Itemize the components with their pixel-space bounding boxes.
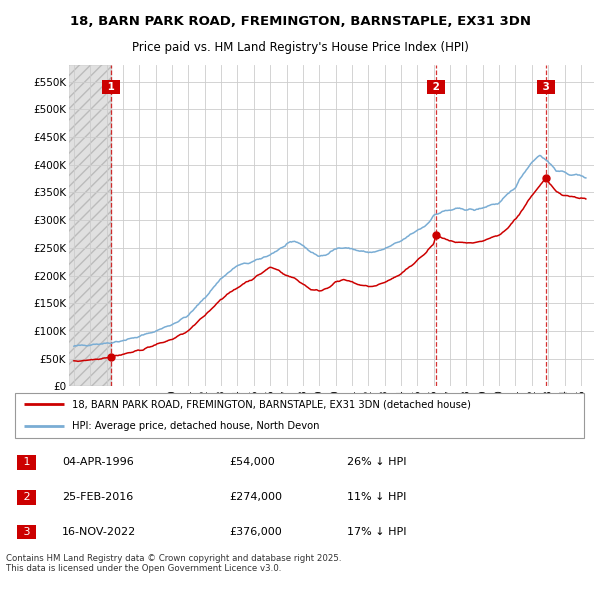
- Text: 26% ↓ HPI: 26% ↓ HPI: [347, 457, 407, 467]
- Text: 1: 1: [104, 82, 118, 92]
- Text: 1: 1: [20, 457, 34, 467]
- Text: 18, BARN PARK ROAD, FREMINGTON, BARNSTAPLE, EX31 3DN (detached house): 18, BARN PARK ROAD, FREMINGTON, BARNSTAP…: [73, 399, 472, 409]
- Text: 25-FEB-2016: 25-FEB-2016: [62, 492, 133, 502]
- Bar: [69, 65, 111, 386]
- Text: 3: 3: [539, 82, 553, 92]
- Text: 11% ↓ HPI: 11% ↓ HPI: [347, 492, 406, 502]
- Text: Price paid vs. HM Land Registry's House Price Index (HPI): Price paid vs. HM Land Registry's House …: [131, 41, 469, 54]
- Text: 3: 3: [20, 527, 34, 537]
- FancyBboxPatch shape: [15, 393, 584, 438]
- Text: 2: 2: [20, 492, 34, 502]
- Text: 2: 2: [429, 82, 443, 92]
- Text: Contains HM Land Registry data © Crown copyright and database right 2025.
This d: Contains HM Land Registry data © Crown c…: [6, 553, 341, 573]
- Text: £54,000: £54,000: [229, 457, 275, 467]
- Text: HPI: Average price, detached house, North Devon: HPI: Average price, detached house, Nort…: [73, 421, 320, 431]
- Text: 16-NOV-2022: 16-NOV-2022: [62, 527, 136, 537]
- Text: £376,000: £376,000: [229, 527, 282, 537]
- Text: 04-APR-1996: 04-APR-1996: [62, 457, 134, 467]
- Bar: [69, 65, 111, 386]
- Text: £274,000: £274,000: [229, 492, 283, 502]
- Text: 17% ↓ HPI: 17% ↓ HPI: [347, 527, 407, 537]
- Text: 18, BARN PARK ROAD, FREMINGTON, BARNSTAPLE, EX31 3DN: 18, BARN PARK ROAD, FREMINGTON, BARNSTAP…: [70, 15, 530, 28]
